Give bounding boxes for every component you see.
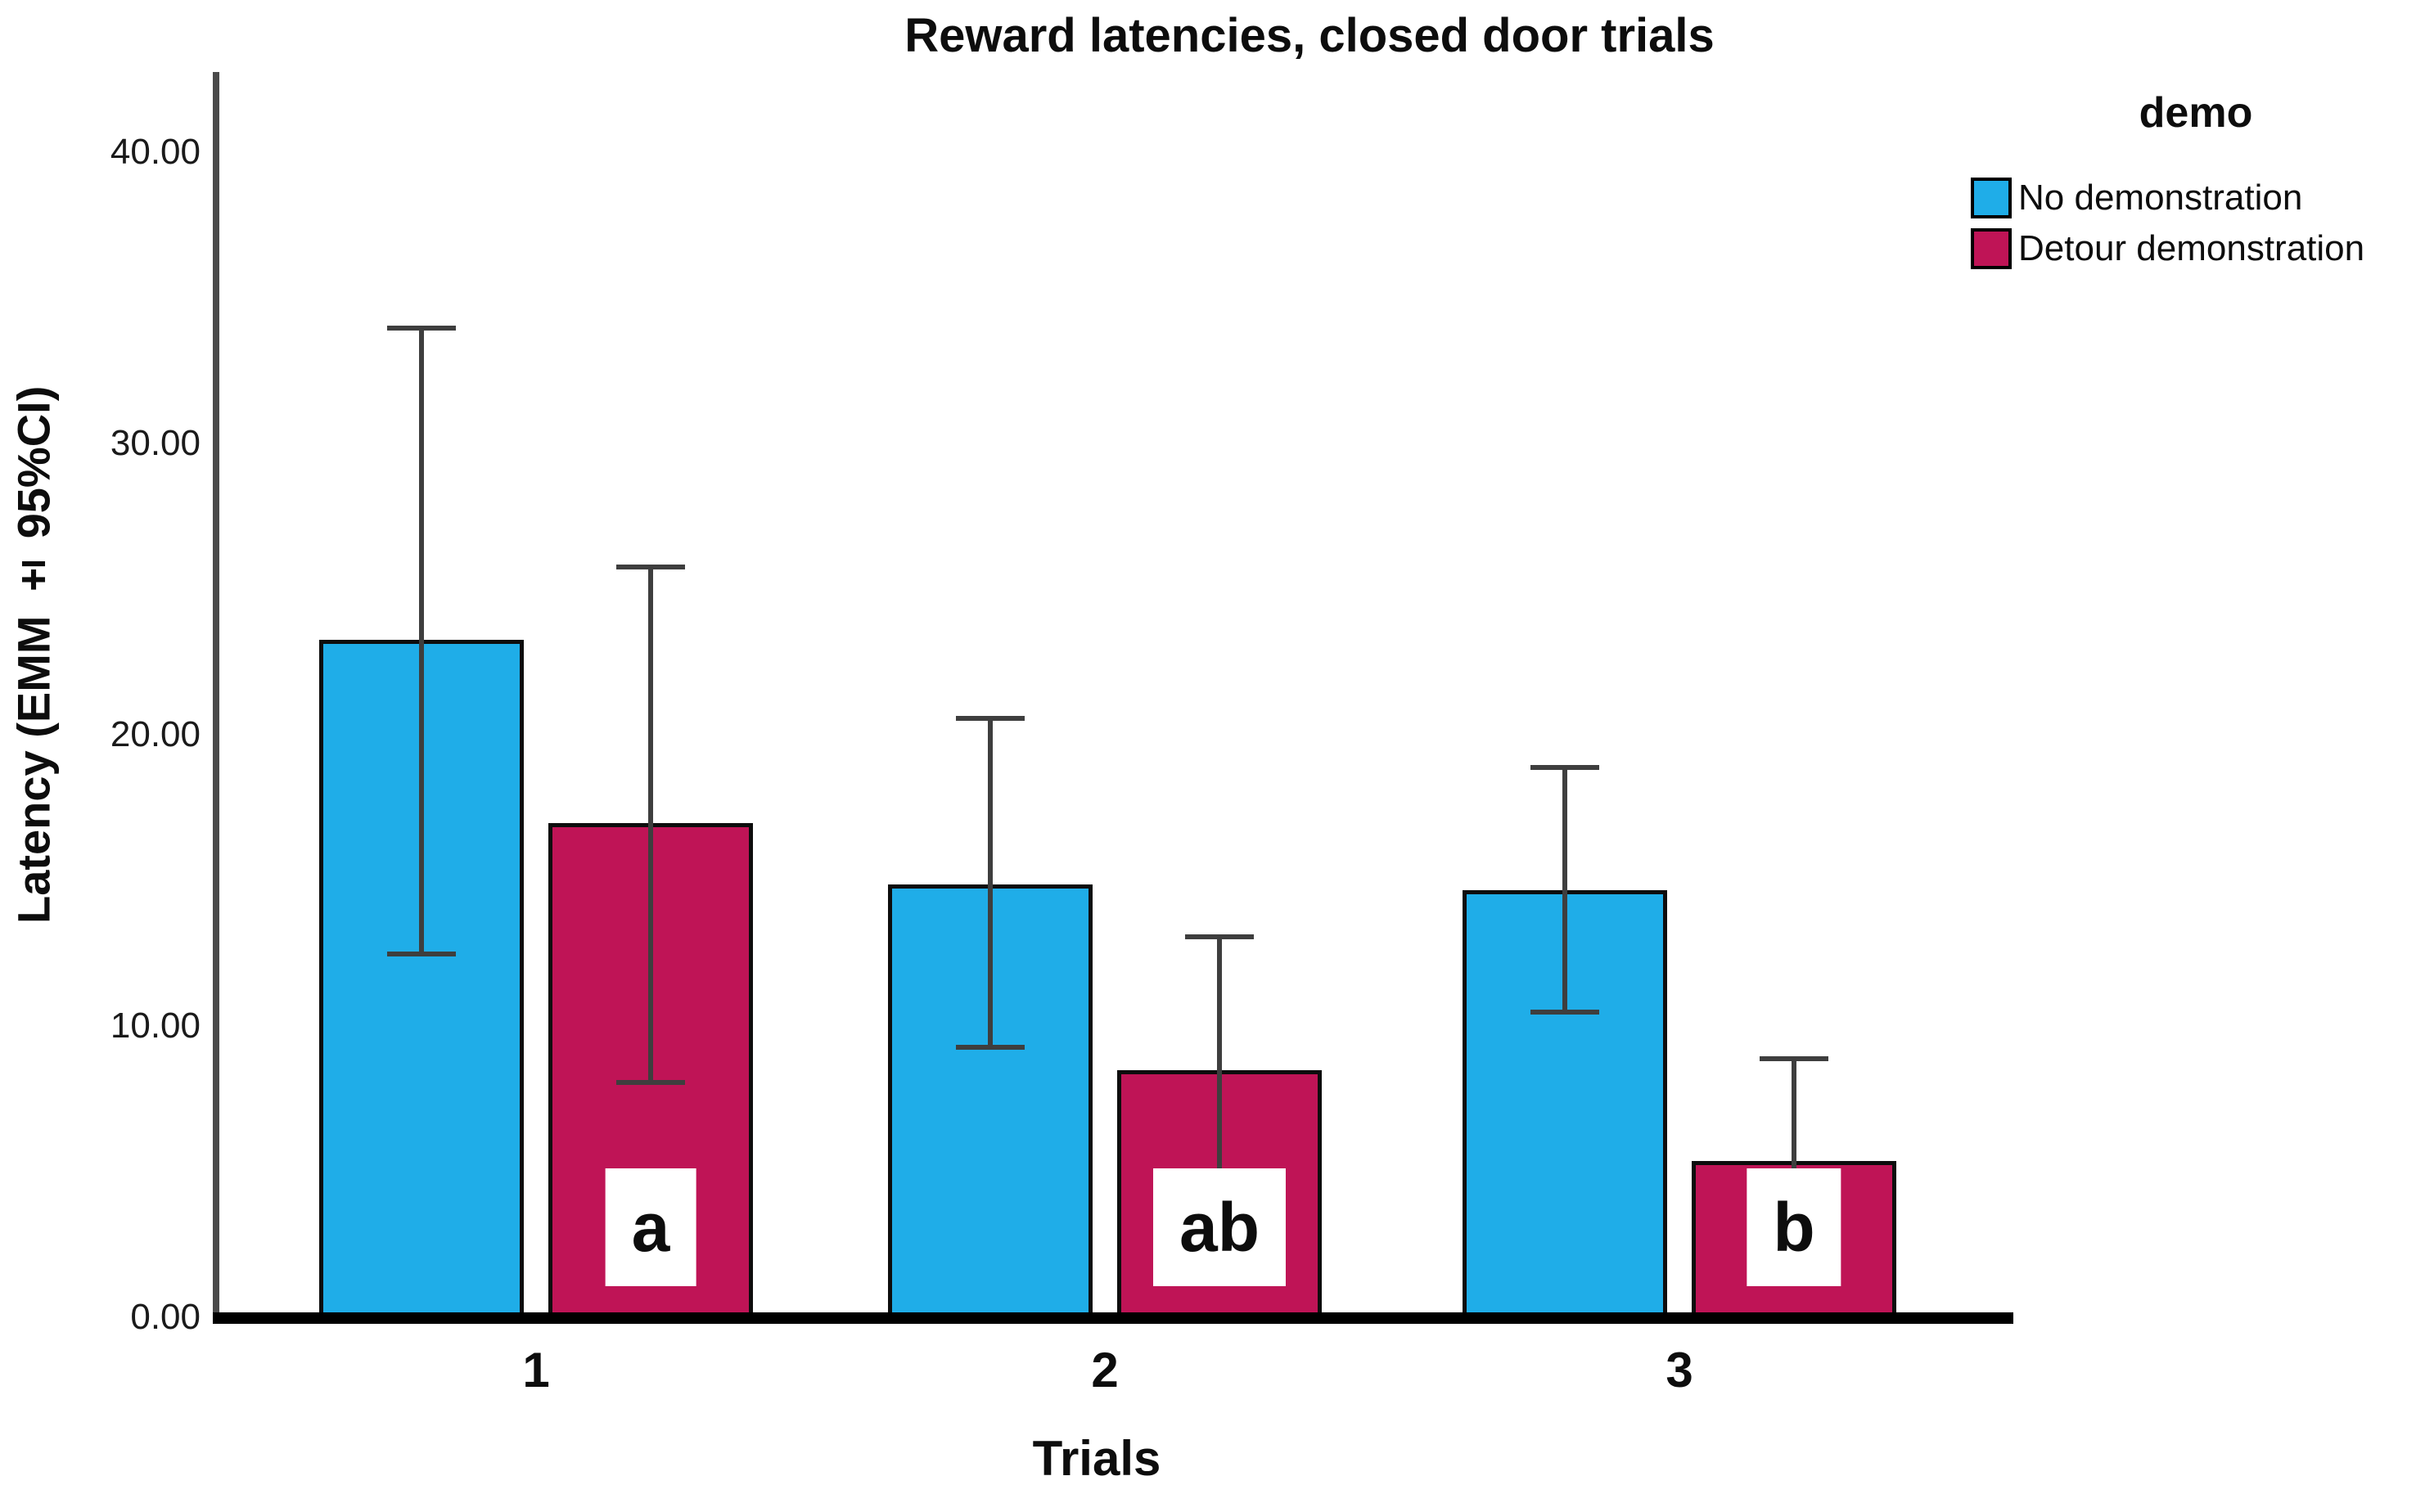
x-tick-label-3: 3 [1665,1343,1693,1397]
error-bar-detour-demonstration-trial-1 [648,566,653,1082]
legend-item-no-demonstration: No demonstration [1971,175,2364,221]
sig-letter-b: b [1747,1168,1841,1286]
legend-item-detour-demonstration: Detour demonstration [1971,226,2364,272]
x-tick-label-1: 1 [522,1343,550,1397]
y-tick-label-10-00: 10.00 [110,1006,201,1046]
chart-title: Reward latencies, closed door trials [904,9,1715,62]
legend-label-no-demonstration: No demonstration [2018,178,2303,218]
legend-label-detour-demonstration: Detour demonstration [2018,228,2365,268]
error-bar-no-demonstration-trial-2 [988,718,993,1047]
legend-title: demo [2139,89,2253,137]
error-cap-upper-no-demonstration-trial-3 [1530,765,1599,771]
legend-swatch-detour-demonstration [1971,228,2012,269]
error-cap-upper-no-demonstration-trial-1 [387,325,456,331]
error-cap-upper-detour-demonstration-trial-2 [1185,934,1254,939]
sig-letter-a: a [605,1168,696,1286]
error-bar-detour-demonstration-trial-3 [1792,1059,1796,1263]
y-tick-label-40-00: 40.00 [110,132,201,172]
error-bar-no-demonstration-trial-3 [1562,767,1567,1013]
error-cap-upper-detour-demonstration-trial-3 [1760,1056,1828,1062]
x-axis-title: Trials [1032,1431,1161,1486]
error-cap-lower-no-demonstration-trial-2 [956,1044,1025,1050]
y-tick-label-0-00: 0.00 [130,1297,201,1337]
legend-swatch-no-demonstration [1971,178,2012,218]
sig-letter-ab: ab [1152,1168,1287,1286]
error-cap-lower-no-demonstration-trial-1 [387,952,456,956]
error-bar-detour-demonstration-trial-2 [1217,936,1222,1205]
error-cap-upper-detour-demonstration-trial-1 [616,564,685,569]
legend-items: No demonstration Detour demonstration [1971,175,2364,277]
x-axis-line [213,1312,2013,1324]
y-tick-label-30-00: 30.00 [110,423,201,463]
error-cap-lower-no-demonstration-trial-3 [1530,1010,1599,1015]
error-bar-no-demonstration-trial-1 [419,327,424,954]
error-cap-upper-no-demonstration-trial-2 [956,715,1025,721]
y-tick-label-20-00: 20.00 [110,714,201,754]
x-tick-label-2: 2 [1091,1343,1119,1397]
error-cap-lower-detour-demonstration-trial-1 [616,1079,685,1085]
y-axis-title: Latency (EMM ± 95%CI) [7,385,60,924]
y-axis-line [213,72,219,1324]
